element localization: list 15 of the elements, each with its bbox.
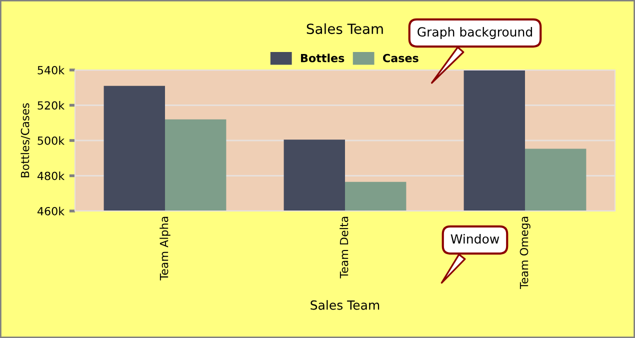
x-axis-title: Sales Team (310, 300, 380, 310)
text: Window (450, 234, 500, 244)
chart-title: Sales Team (306, 23, 383, 34)
x-tick-label: Team Delta (340, 216, 348, 278)
y-tick-label: 460k (37, 206, 65, 216)
y-axis-title: Bottles/Cases (20, 103, 30, 178)
y-tick-label: 540k (38, 66, 65, 74)
legend-label: Cases (383, 54, 418, 62)
legend-label: Bottles (301, 54, 344, 62)
x-tick-label: Team Omega (520, 216, 530, 290)
y-tick-label: 500k (38, 136, 65, 145)
x-tick-label: Team Alpha (160, 216, 170, 280)
y-tick-label: 480k (37, 172, 65, 180)
y-tick-label: 520k (38, 101, 65, 110)
text: Graph background (418, 26, 532, 40)
